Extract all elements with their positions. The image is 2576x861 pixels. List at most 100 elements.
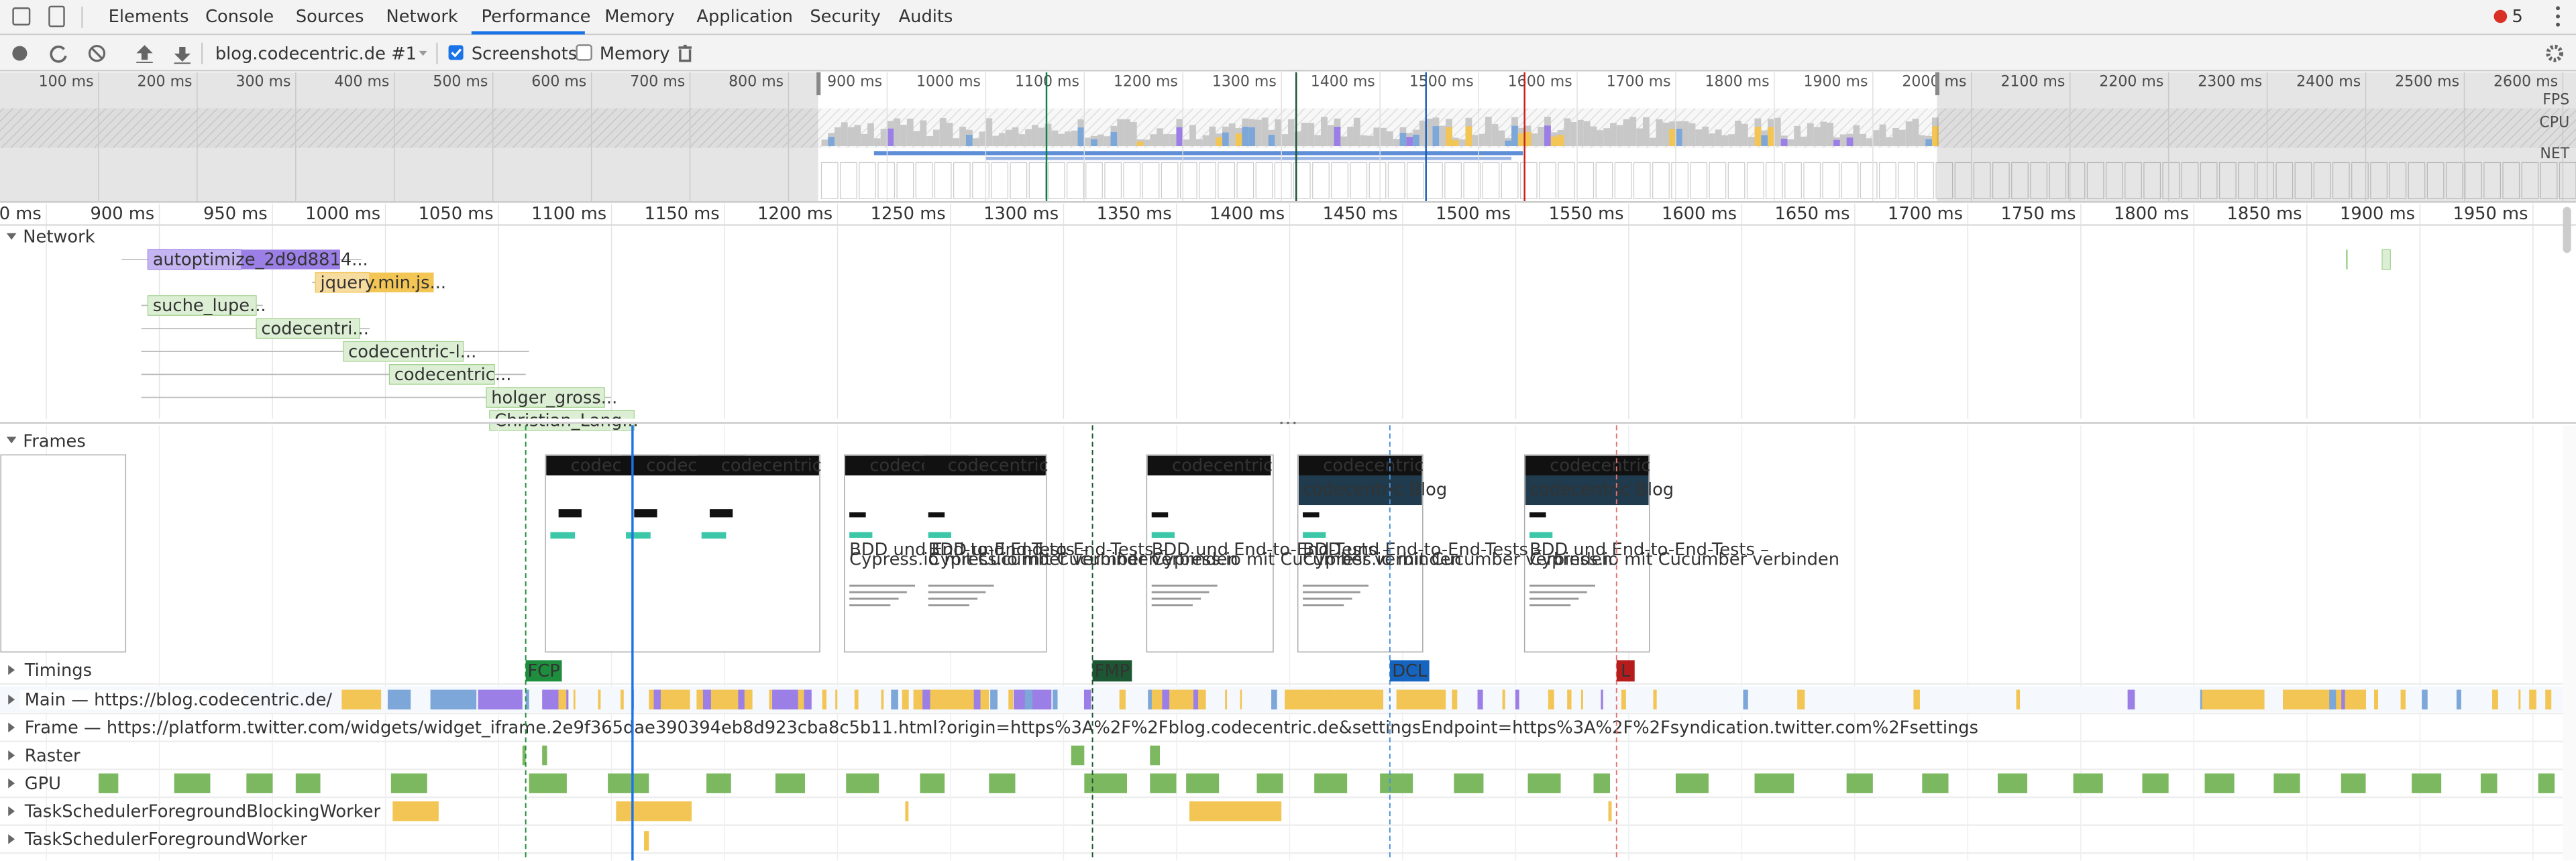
track-label[interactable]: Frame — https://platform.twitter.com/wid…: [25, 718, 1978, 738]
tab[interactable]: Sources: [296, 7, 364, 27]
main-task: [1014, 689, 1052, 709]
tab[interactable]: Performance: [482, 7, 591, 27]
settings-button[interactable]: [2546, 44, 2564, 62]
memory-label[interactable]: Memory: [600, 44, 670, 64]
request-bar[interactable]: [147, 295, 257, 316]
main-task: [621, 689, 624, 709]
ruler-tick-label: 950 ms: [203, 204, 268, 224]
request-bar[interactable]: [388, 364, 495, 385]
request-bar[interactable]: [315, 272, 370, 293]
tab[interactable]: Memory: [604, 7, 675, 27]
ruler-tick-label: 1900 ms: [2340, 204, 2415, 224]
main-task: [1372, 689, 1378, 709]
tab[interactable]: Network: [386, 7, 458, 27]
garbage-collect-button[interactable]: [678, 44, 692, 62]
tab[interactable]: Elements: [109, 7, 189, 27]
cpu-area: [1058, 133, 1065, 146]
cpu-area: [1432, 126, 1440, 146]
request-bar[interactable]: [486, 387, 605, 408]
screenshot-frame[interactable]: [545, 454, 820, 652]
cpu-area: [1768, 127, 1774, 146]
cpu-area: [1084, 137, 1091, 146]
frames-title[interactable]: Frames: [23, 431, 85, 451]
tab[interactable]: Application: [696, 7, 793, 27]
expand-arrow[interactable]: [8, 778, 15, 789]
cpu-area: [1538, 127, 1545, 146]
timing-marker[interactable]: [1092, 660, 1132, 682]
expand-arrow[interactable]: [6, 437, 17, 444]
main-task: [1401, 689, 1408, 709]
request-bar[interactable]: [147, 249, 242, 270]
screenshots-label[interactable]: Screenshots: [472, 44, 577, 64]
tab[interactable]: Console: [205, 7, 274, 27]
scrollbar-thumb[interactable]: [2563, 207, 2571, 253]
clear-button[interactable]: [88, 44, 106, 62]
ruler-tick-label: 900 ms: [91, 204, 155, 224]
overview-tick-label: 1000 ms: [916, 73, 981, 90]
cpu-area: [1077, 127, 1085, 146]
cpu-area: [1209, 126, 1216, 146]
selection-handle[interactable]: [816, 72, 821, 96]
device-icon[interactable]: [48, 5, 65, 27]
cpu-area: [1682, 121, 1689, 146]
screenshot-article: Cypress.io mit Cucumber verbinden: [1529, 550, 1839, 570]
track-label[interactable]: TaskSchedulerForegroundBlockingWorker: [24, 802, 381, 822]
expand-arrow[interactable]: [8, 665, 15, 675]
expand-arrow[interactable]: [8, 694, 15, 705]
timing-marker[interactable]: [1616, 660, 1635, 682]
cpu-area: [1524, 131, 1532, 146]
load-profile-button[interactable]: [136, 45, 153, 64]
request-bar[interactable]: [343, 341, 464, 362]
screenshot-strip-thumb: [1104, 162, 1122, 199]
track-label[interactable]: Raster: [25, 746, 80, 766]
gpu-task: [1150, 773, 1177, 793]
selection-handle[interactable]: [1935, 72, 1940, 96]
track-label[interactable]: GPU: [25, 774, 61, 794]
timing-marker[interactable]: [525, 660, 562, 682]
gpu-task: [775, 773, 805, 793]
record-button[interactable]: [12, 46, 28, 61]
request-bar: [2381, 249, 2391, 270]
screenshot-strip-thumb: [934, 162, 952, 199]
screenshot-strip-thumb: [2370, 162, 2387, 199]
screenshots-checkbox[interactable]: [448, 45, 464, 60]
main-task: [1515, 689, 1519, 709]
error-count[interactable]: 5: [2512, 7, 2522, 27]
expand-arrow[interactable]: [8, 750, 15, 760]
main-task: [2016, 689, 2021, 709]
cpu-area: [1281, 134, 1288, 146]
screenshot-frame[interactable]: [844, 454, 1047, 652]
track-label[interactable]: Timings: [24, 661, 92, 681]
main-task: [430, 689, 477, 709]
cpu-area: [1702, 126, 1709, 146]
expand-arrow[interactable]: [6, 233, 17, 240]
request-bar[interactable]: [256, 318, 360, 339]
gpu-task: [2538, 773, 2555, 793]
save-profile-button[interactable]: [174, 47, 191, 64]
track-label[interactable]: TaskSchedulerForegroundWorker: [24, 829, 307, 850]
expand-arrow[interactable]: [8, 806, 15, 817]
track-label[interactable]: Main — https://blog.codecentric.de/: [25, 690, 333, 710]
main-task: [1580, 689, 1583, 709]
expand-arrow[interactable]: [8, 722, 15, 733]
recording-select[interactable]: blog.codecentric.de #1: [215, 44, 417, 64]
inspect-icon[interactable]: [12, 7, 31, 25]
cpu-area: [1091, 139, 1097, 146]
ruler-tick-label: 1800 ms: [2114, 204, 2189, 224]
cpu-area: [1715, 129, 1722, 146]
ruler-tick-label: 1450 ms: [1323, 204, 1398, 224]
ruler-tick-label: 1100 ms: [531, 204, 606, 224]
screenshot-frame[interactable]: [1146, 454, 1274, 652]
tab[interactable]: Security: [810, 7, 881, 27]
memory-checkbox[interactable]: [576, 44, 592, 61]
expand-arrow[interactable]: [8, 834, 15, 844]
timing-marker[interactable]: [1389, 660, 1430, 682]
main-task: [2227, 689, 2236, 709]
reload-button[interactable]: [50, 45, 67, 63]
screenshot-strip-thumb: [1539, 162, 1556, 199]
screenshot-textline: [1303, 597, 1352, 600]
ruler-tick-label: 1300 ms: [983, 204, 1059, 224]
tab[interactable]: Audits: [899, 7, 953, 27]
cpu-area: [1872, 130, 1880, 146]
network-title[interactable]: Network: [23, 227, 95, 247]
